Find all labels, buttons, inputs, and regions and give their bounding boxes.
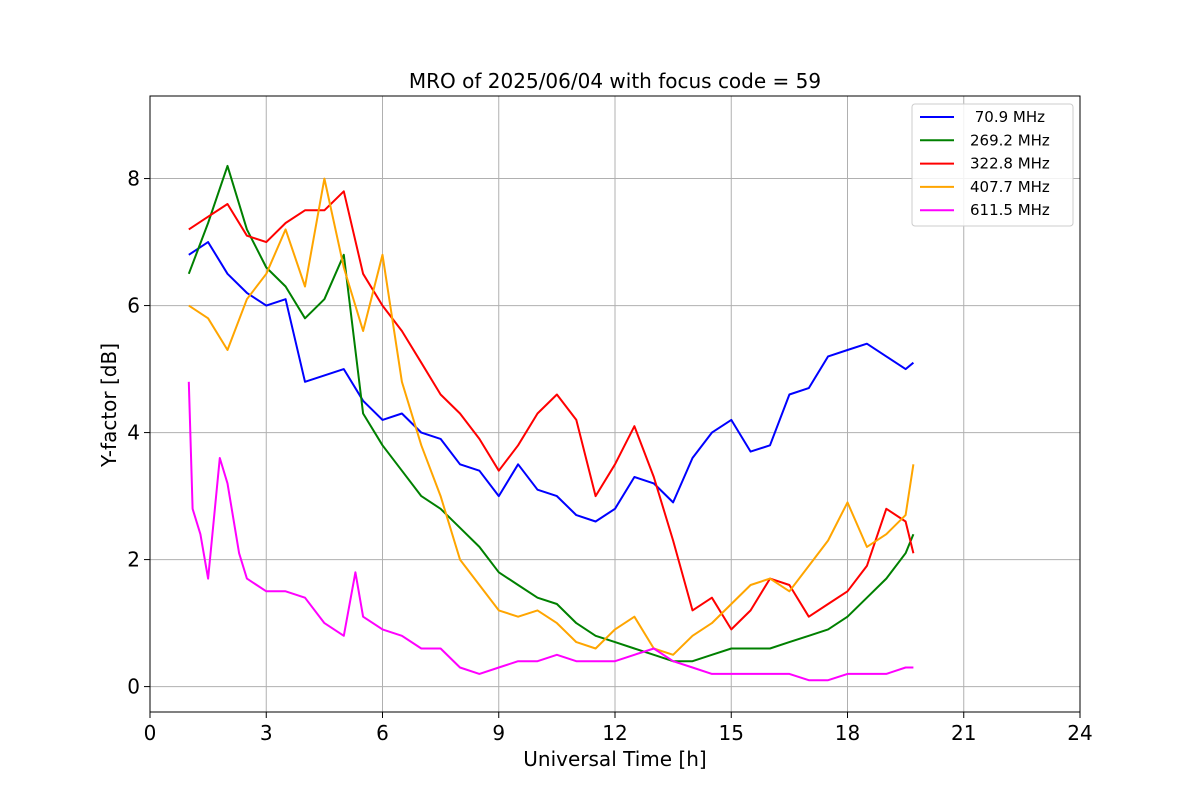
x-tick-label: 24 [1067,721,1092,745]
legend-label-2: 322.8 MHz [970,155,1050,173]
x-tick-label: 3 [260,721,273,745]
series-lines [187,164,915,682]
x-tick-label: 6 [376,721,389,745]
chart-title: MRO of 2025/06/04 with focus code = 59 [409,69,821,93]
y-tick-label: 8 [127,167,140,191]
x-tick-label: 15 [719,721,744,745]
y-tick-label: 4 [127,421,140,445]
y-axis-ticks: 0 2 4 6 8 [127,167,150,699]
x-tick-label: 9 [492,721,505,745]
y-tick-label: 6 [127,294,140,318]
x-tick-label: 18 [835,721,860,745]
legend: 70.9 MHz 269.2 MHz 322.8 MHz 407.7 MHz 611.5… [911,103,1074,227]
legend-label-4: 611.5 MHz [970,201,1050,219]
y-tick-label: 0 [127,675,140,699]
x-axis-ticks: 0 3 6 9 12 15 18 21 24 [144,712,1093,745]
x-tick-label: 12 [602,721,627,745]
legend-label-3: 407.7 MHz [970,178,1050,196]
legend-box [911,103,1074,227]
y-axis-label: Y-factor [dB] [97,343,121,468]
y-tick-label: 2 [127,548,140,572]
legend-label-0: 70.9 MHz [970,108,1045,126]
x-tick-label: 0 [144,721,157,745]
series-line-4 [187,381,914,682]
series-line-2 [188,190,915,631]
legend-label-1: 269.2 MHz [970,131,1050,149]
series-line-3 [188,177,915,656]
x-axis-label: Universal Time [h] [523,747,706,771]
series-line-0 [188,241,915,523]
x-tick-label: 21 [951,721,976,745]
series-line-1 [187,164,915,663]
